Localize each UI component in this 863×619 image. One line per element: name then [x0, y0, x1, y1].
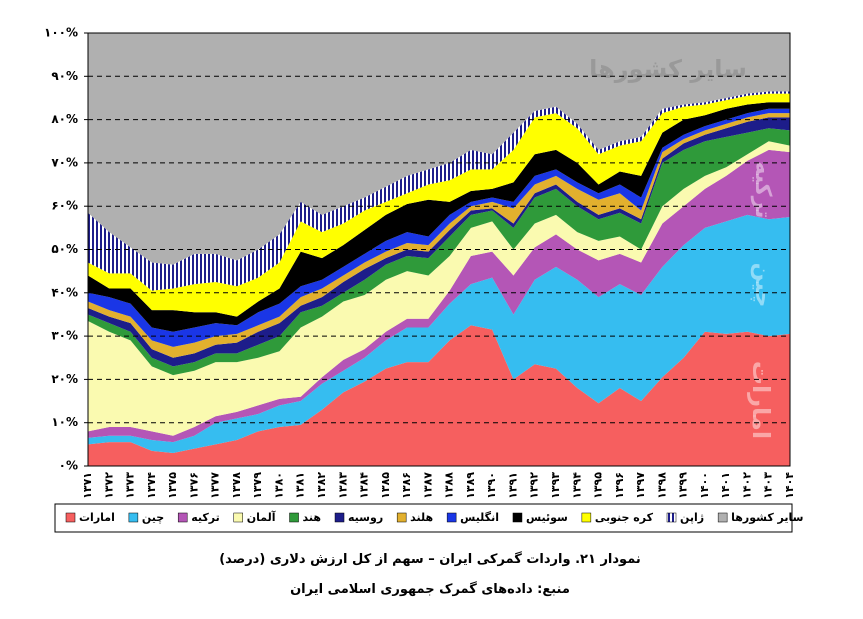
legend-label: سایر کشورها [731, 511, 803, 524]
area [88, 214, 790, 454]
x-tick-label: ۱۳۸۳ [336, 472, 349, 499]
legend-swatch [666, 512, 677, 523]
y-tick-label: ۱۰۰% [44, 26, 78, 40]
x-tick-label: ۱۴۰۴ [783, 472, 796, 499]
y-tick-label: ۱۰% [51, 415, 78, 429]
legend-label: سوئیس [526, 511, 568, 524]
y-tick-label: ۰% [59, 459, 78, 473]
chart-source: منبع: داده‌های گمرک جمهوری اسلامی ایران [290, 581, 570, 597]
x-tick-label: ۱۳۸۹ [464, 472, 477, 499]
y-tick-label: ۳۰% [51, 329, 78, 343]
legend-swatch [177, 512, 188, 523]
legend-label: چین [142, 511, 164, 524]
legend-label: کره جنوبی [595, 511, 654, 524]
x-tick-label: ۱۴۰۳ [762, 472, 775, 499]
plot-frame [87, 32, 791, 467]
legend-swatch [396, 512, 407, 523]
x-tick-label: ۱۴۰۰ [698, 472, 711, 499]
x-tick-label: ۱۴۰۱ [719, 472, 732, 499]
area [88, 113, 790, 358]
x-tick-label: ۱۳۷۱ [81, 472, 94, 499]
chart-title: نمودار ۲۱. واردات گمرکی ایران – سهم از ک… [219, 551, 641, 567]
x-tick-label: ۱۳۹۸ [655, 472, 668, 499]
annotation: امارات [747, 361, 775, 439]
x-tick-label: ۱۳۸۲ [315, 472, 328, 499]
y-tick-label: ۹۰% [51, 69, 78, 83]
x-tick-label: ۱۳۷۷ [209, 472, 222, 499]
x-tick-label: ۱۳۹۷ [634, 472, 647, 499]
legend-label: امارات [79, 511, 115, 524]
area [88, 93, 790, 317]
area [88, 108, 790, 347]
x-tick-label: ۱۳۷۸ [230, 472, 243, 499]
legend-label: هند [303, 511, 321, 524]
legend-label: روسیه [348, 511, 383, 524]
x-tick-label: ۱۳۹۳ [549, 472, 562, 499]
y-tick-label: ۸۰% [51, 112, 78, 126]
y-tick-label: ۵۰% [51, 242, 78, 256]
area [88, 33, 790, 265]
x-tick-label: ۱۳۷۲ [102, 472, 115, 499]
area [88, 325, 790, 466]
x-tick-label: ۱۳۹۱ [506, 472, 519, 499]
area [88, 128, 790, 376]
x-tick-label: ۱۳۸۴ [358, 472, 371, 499]
x-tick-label: ۱۳۹۵ [592, 472, 605, 499]
x-tick-label: ۱۳۷۴ [145, 472, 158, 499]
x-tick-label: ۱۴۰۲ [740, 472, 753, 499]
x-tick-label: ۱۳۷۹ [251, 472, 264, 499]
x-tick-label: ۱۳۸۵ [379, 472, 392, 499]
legend-swatch [446, 512, 457, 523]
y-tick-label: ۶۰% [51, 199, 78, 213]
legend-swatch [512, 512, 523, 523]
area [88, 91, 790, 291]
legend-label: آلمان [247, 510, 276, 524]
legend-frame [54, 503, 793, 533]
legend-label: ژاپن [680, 511, 704, 524]
legend-swatch [581, 512, 592, 523]
x-tick-label: ۱۳۷۳ [124, 472, 137, 499]
x-tick-label: ۱۳۹۲ [528, 472, 541, 499]
x-tick-label: ۱۳۹۹ [677, 472, 690, 499]
y-tick-label: ۷۰% [51, 155, 78, 169]
annotation: ترکیه [750, 161, 775, 218]
x-tick-label: ۱۳۹۰ [485, 472, 498, 499]
legend-label: انگلیس [460, 511, 499, 524]
x-tick-label: ۱۳۸۸ [443, 472, 456, 499]
legend-swatch [289, 512, 299, 523]
legend-swatch [233, 512, 243, 523]
legend-swatch [65, 512, 76, 523]
area [88, 141, 790, 436]
annotation: چین [750, 263, 775, 308]
x-tick-label: ۱۳۷۵ [166, 472, 179, 499]
area [88, 117, 790, 367]
annotation: سایر کشورها [589, 55, 747, 83]
x-tick-label: ۱۳۸۰ [272, 472, 285, 499]
x-tick-label: ۱۳۸۷ [421, 472, 434, 499]
y-tick-label: ۲۰% [51, 372, 78, 386]
x-tick-label: ۱۳۹۶ [613, 472, 626, 499]
x-tick-label: ۱۳۸۶ [400, 472, 413, 499]
legend-swatch [128, 512, 139, 523]
legend-swatch [717, 512, 728, 523]
y-tick-label: ۴۰% [51, 285, 78, 299]
x-tick-label: ۱۳۸۱ [294, 472, 307, 499]
legend-label: ترکیه [191, 511, 220, 524]
x-tick-label: ۱۳۹۴ [570, 472, 583, 499]
legend-swatch [334, 512, 345, 523]
area [88, 102, 790, 332]
x-tick-label: ۱۳۷۶ [187, 472, 200, 499]
legend-label: هلند [410, 511, 433, 524]
